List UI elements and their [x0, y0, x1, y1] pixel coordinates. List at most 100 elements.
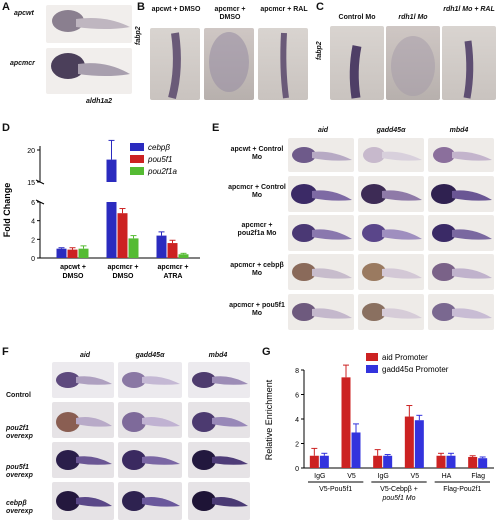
- panel-g-ytick-label: 6: [295, 393, 299, 400]
- panel-d-category-label: DMSO: [63, 273, 85, 280]
- panel-d-category-label: DMSO: [113, 273, 135, 280]
- panel-f-img-r4c3: [188, 482, 250, 520]
- panel-e-col-aid: aid: [317, 127, 329, 134]
- panel-d-category-label: apcmcr +: [108, 264, 139, 271]
- panel-g-bar: [351, 432, 361, 468]
- panel-c-image-1: [330, 26, 384, 100]
- panel-g-category-label: V5: [347, 473, 356, 480]
- panel-c-col2: rdh1l Mo: [398, 14, 428, 21]
- panel-g-ytick-label: 2: [295, 442, 299, 449]
- panel-e-img-r1c2: [358, 138, 424, 172]
- panel-e-img-r3c2: [358, 215, 424, 251]
- panel-f-img-r2c3: [188, 402, 250, 438]
- panel-d-category-label: ATRA: [164, 273, 183, 280]
- panel-c-col3: rdh1l Mo + RAL: [443, 6, 495, 13]
- panel-d-ytick-label: 6: [31, 200, 35, 207]
- panel-g-category-label: IgG: [378, 473, 389, 480]
- panel-g-bar: [404, 416, 414, 468]
- panel-f-row2-label: pou2f1 overexp: [6, 425, 33, 440]
- panel-e-img-r2c1: [288, 176, 354, 212]
- panel-g-label: G: [262, 346, 271, 358]
- panel-d-label: D: [2, 122, 10, 134]
- panel-g-chart: Relative Enrichment 0 2 4 6 8 IgG V5 IgG V5 HA Flag…: [264, 353, 494, 502]
- panel-e-row1-label: apcwt + Control Mo: [230, 146, 284, 161]
- panel-e-img-r2c2: [358, 176, 424, 212]
- panel-e-col-mbd4: mbd4: [449, 127, 469, 134]
- panel-d-legend-label: pou5f1: [147, 155, 172, 164]
- panel-f-row3-label: pou5f1 overexp: [6, 464, 33, 479]
- panel-e-row5-label: apcmcr + pou5f1 Mo: [229, 302, 285, 317]
- panel-a-row2-label: apcmcr: [10, 60, 35, 67]
- panel-f-img-r4c1: [52, 482, 114, 520]
- panel-d-legend-swatch: [130, 155, 144, 163]
- panel-d-bar: [67, 249, 78, 258]
- panel-f-img-r3c2: [118, 442, 182, 478]
- panel-d-ytick-label: 4: [31, 219, 35, 226]
- panel-f-img-r4c2: [118, 482, 182, 520]
- panel-g-bar: [341, 377, 351, 468]
- panel-c-col1: Control Mo: [338, 14, 376, 21]
- panel-e-img-r3c3: [428, 215, 494, 251]
- panel-g-legend-label: aid Promoter: [382, 353, 428, 362]
- panel-g-bar: [373, 455, 383, 468]
- panel-b-label: B: [137, 1, 145, 13]
- panel-a-label: A: [2, 1, 10, 13]
- panel-f-row1-label: Control: [6, 392, 31, 399]
- panel-d-category-label: apcmcr +: [158, 264, 189, 271]
- panel-c-image-2: [386, 26, 440, 100]
- panel-c-label: C: [316, 1, 324, 13]
- panel-d-bar: [56, 248, 67, 258]
- panel-d-bar: [178, 254, 189, 258]
- panel-g-bar: [383, 455, 393, 468]
- panel-b-image-3: [258, 28, 308, 100]
- panel-e-col-gadd45: gadd45α: [376, 127, 406, 134]
- panel-d-bar: [117, 213, 128, 258]
- panel-d-ylabel: Fold Change: [2, 183, 12, 238]
- panel-g-ytick-label: 4: [295, 417, 299, 424]
- panel-e-img-r3c1: [288, 215, 354, 251]
- panel-g-bar: [319, 455, 329, 468]
- panel-f-img-r1c3: [188, 362, 250, 398]
- panel-g-bar: [309, 455, 319, 468]
- panel-g-bar: [478, 458, 488, 468]
- panel-e-row3-label: apcmcr + pou2f1a Mo: [237, 222, 277, 237]
- panel-d-legend-swatch: [130, 167, 144, 175]
- panel-e-img-r5c1: [288, 294, 354, 330]
- panel-g-category-label: Flag: [471, 473, 485, 480]
- panel-g-category-label: V5: [411, 473, 420, 480]
- panel-d-bar: [128, 238, 139, 258]
- panel-g-group-label: V5-Pou5f1: [319, 486, 352, 493]
- panel-e-label: E: [212, 122, 220, 134]
- panel-d-ytick-label: 15: [27, 180, 35, 187]
- panel-f-label: F: [2, 346, 9, 358]
- panel-d-bar: [106, 202, 117, 258]
- panel-g-category-label: HA: [442, 473, 452, 480]
- panel-f-col-aid: aid: [79, 352, 91, 359]
- panel-g-ytick-label: 8: [295, 368, 299, 375]
- panel-g-group-label: pou5f1 Mo: [381, 495, 415, 502]
- panel-g-ylabel: Relative Enrichment: [264, 379, 274, 460]
- panel-d-ytick-label: 2: [31, 237, 35, 244]
- panel-g-category-label: IgG: [314, 473, 325, 480]
- panel-a-image-mcr: [46, 48, 132, 94]
- panel-e-img-r4c3: [428, 254, 494, 290]
- panel-e-img-r5c3: [428, 294, 494, 330]
- panel-d-legend-label: cebpβ: [148, 143, 170, 152]
- panel-f-img-r2c2: [118, 402, 182, 438]
- panel-d-bar: [106, 159, 117, 182]
- panel-g-legend-swatch: [366, 365, 378, 373]
- panel-d-category-label: apcwt +: [60, 264, 86, 271]
- panel-d-legend-label: pou2f1a: [147, 167, 177, 176]
- panel-g-group-label: V5-Cebpβ +: [380, 486, 418, 493]
- panel-c-gene: fabp2: [316, 41, 323, 60]
- panel-b-col3: apcmcr + RAL: [260, 6, 308, 13]
- panel-b-gene: fabp2: [135, 26, 142, 45]
- panel-g-bar: [468, 456, 478, 468]
- panel-c-image-3: [442, 26, 496, 100]
- panel-f-img-r1c1: [52, 362, 114, 398]
- panel-e-row2-label: apcmcr + Control Mo: [228, 184, 286, 199]
- panel-g-bar: [414, 420, 424, 468]
- panel-g-group-label: Flag-Pou2f1: [443, 486, 481, 493]
- panel-b-image-2: [204, 28, 254, 100]
- panel-f-img-r3c3: [188, 442, 250, 478]
